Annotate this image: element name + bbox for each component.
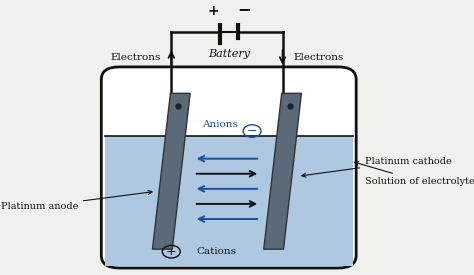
Text: +: + xyxy=(166,245,177,258)
Text: Electrons: Electrons xyxy=(110,53,161,62)
Polygon shape xyxy=(264,93,301,249)
Text: Battery: Battery xyxy=(208,49,250,59)
Text: −: − xyxy=(237,0,251,18)
FancyBboxPatch shape xyxy=(101,67,356,268)
Text: Platinum anode: Platinum anode xyxy=(0,190,152,211)
Text: Solution of electrolyte: Solution of electrolyte xyxy=(355,161,474,186)
Text: Platinum cathode: Platinum cathode xyxy=(302,157,452,177)
Text: Electrons: Electrons xyxy=(293,53,344,62)
Text: +: + xyxy=(208,4,219,18)
Polygon shape xyxy=(105,136,353,265)
Polygon shape xyxy=(153,93,190,249)
Text: −: − xyxy=(247,125,257,138)
Text: Cations: Cations xyxy=(196,247,237,256)
Text: Anions: Anions xyxy=(202,120,237,128)
